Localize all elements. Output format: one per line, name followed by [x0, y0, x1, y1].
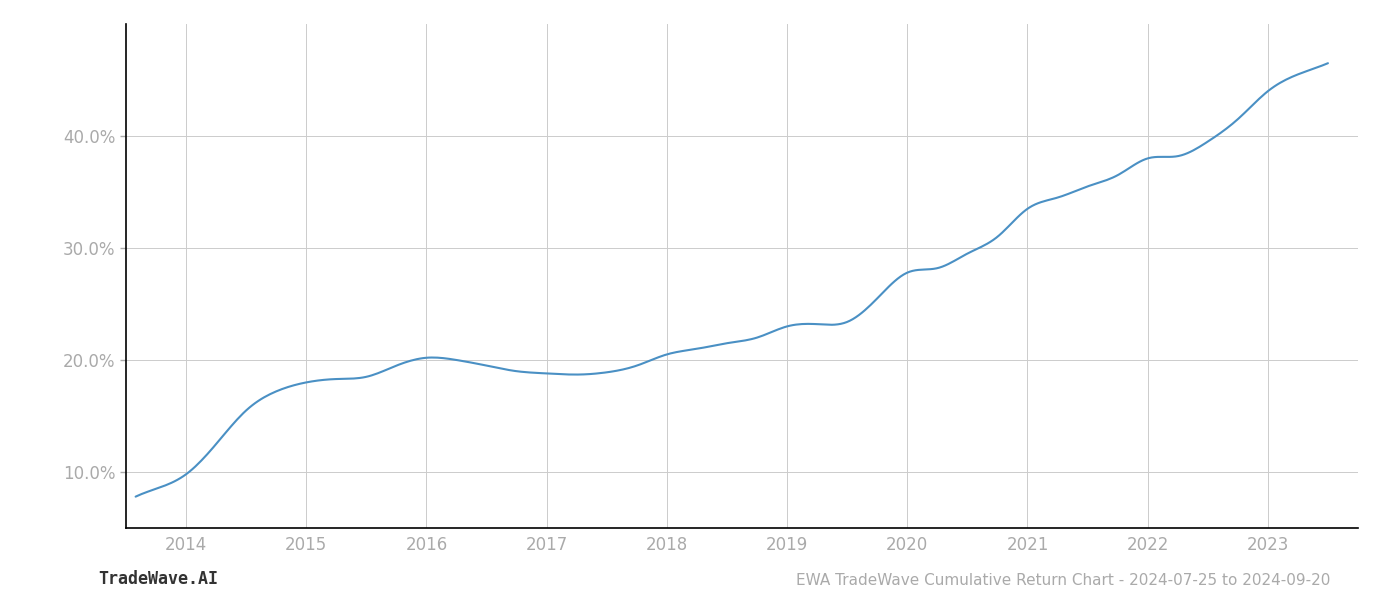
Text: EWA TradeWave Cumulative Return Chart - 2024-07-25 to 2024-09-20: EWA TradeWave Cumulative Return Chart - …	[795, 573, 1330, 588]
Text: TradeWave.AI: TradeWave.AI	[98, 570, 218, 588]
